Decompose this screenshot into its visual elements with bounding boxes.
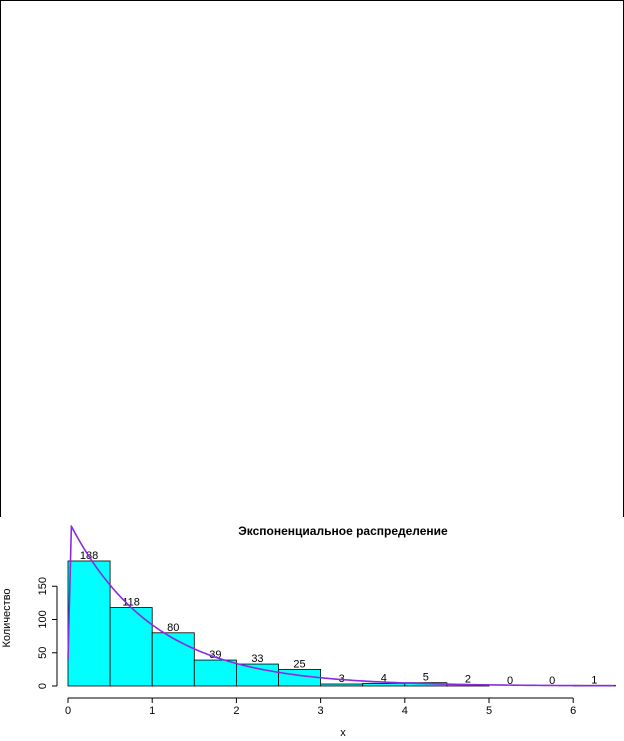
x-tick-label: 3 [318, 705, 324, 717]
chart-title: Экспоненциальное распределение [238, 524, 448, 538]
blank-plot-panel [0, 0, 624, 517]
x-axis-label: x [340, 727, 346, 739]
bar-count-label: 5 [423, 672, 429, 684]
x-tick-label: 5 [486, 705, 492, 717]
histogram-bar [67, 560, 111, 687]
x-tick-label: 1 [149, 705, 155, 717]
x-tick-label: 0 [65, 705, 71, 717]
bar-count-label: 0 [507, 675, 513, 687]
x-tick-label: 4 [402, 705, 408, 717]
x-tick-label: 6 [570, 705, 576, 717]
histogram-bar [109, 607, 153, 687]
bar-count-label: 118 [122, 597, 140, 609]
y-tick-label: 0 [37, 683, 49, 689]
y-axis: 0 50 100 150 [37, 577, 58, 689]
histogram-bar [235, 663, 279, 687]
x-tick-label: 2 [233, 705, 239, 717]
bar-count-label: 33 [251, 653, 263, 665]
histogram-bars [67, 560, 616, 687]
histogram-bar [151, 632, 195, 687]
bar-count-label: 1 [591, 674, 597, 686]
bar-count-label: 80 [167, 622, 179, 634]
y-tick-label: 100 [37, 610, 49, 628]
density-curve [67, 524, 615, 687]
bar-count-label: 4 [381, 672, 387, 684]
histogram-bar [193, 659, 237, 687]
x-axis: 0 1 2 3 4 5 6 [65, 697, 576, 717]
y-axis-label: Количество [1, 588, 13, 647]
y-tick-label: 150 [37, 577, 49, 595]
bar-count-label: 25 [293, 658, 305, 670]
y-tick-label: 50 [37, 647, 49, 659]
bar-count-label: 0 [549, 675, 555, 687]
bar-count-label: 2 [465, 674, 471, 686]
